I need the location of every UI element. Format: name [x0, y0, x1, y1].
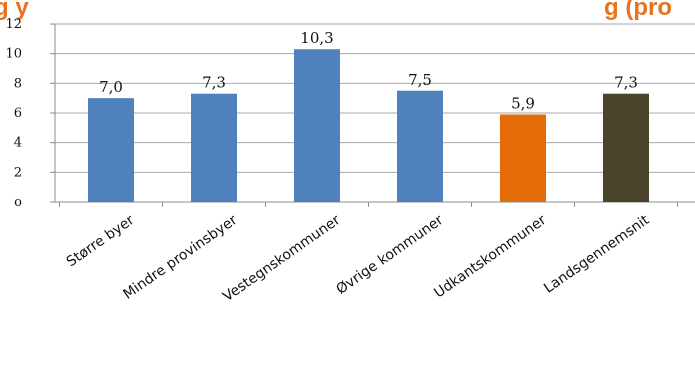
data-label: 7,3 — [202, 74, 226, 92]
data-label: 5,9 — [511, 94, 535, 112]
data-label: 7,5 — [408, 71, 432, 89]
chart-title-fragment-right: g (pro — [604, 0, 672, 21]
bar — [397, 90, 443, 202]
category-label: Større byer — [64, 212, 138, 270]
bar — [191, 93, 237, 202]
y-tick-label: 6 — [14, 106, 22, 121]
y-tick-label: 10 — [5, 47, 22, 62]
category-label: Øvrige kommuner — [334, 212, 447, 298]
category-label: Mindre provinsbyer — [121, 212, 241, 303]
gridlines — [50, 23, 695, 207]
bar — [603, 93, 649, 202]
bar — [500, 114, 546, 202]
y-tick-label: 8 — [14, 76, 22, 91]
bars — [88, 49, 649, 202]
chart-title-fragment-left: g y — [0, 0, 29, 21]
y-tick-label: 4 — [14, 136, 22, 151]
data-label: 7,3 — [614, 74, 638, 92]
category-label: Udkantskommuner — [431, 212, 549, 301]
y-tick-label: o — [14, 195, 22, 210]
y-axis-ticks: o 2 4 6 8 10 12 — [5, 17, 22, 210]
bar — [88, 98, 134, 202]
data-labels: 7,0 7,3 10,3 7,5 5,9 7,3 — [99, 29, 638, 112]
y-tick-label: 12 — [5, 17, 22, 32]
category-label: Landsgennemsnit — [541, 212, 653, 297]
y-tick-label: 2 — [14, 165, 22, 180]
data-label: 10,3 — [300, 29, 333, 47]
bar — [294, 49, 340, 202]
data-label: 7,0 — [99, 78, 123, 96]
